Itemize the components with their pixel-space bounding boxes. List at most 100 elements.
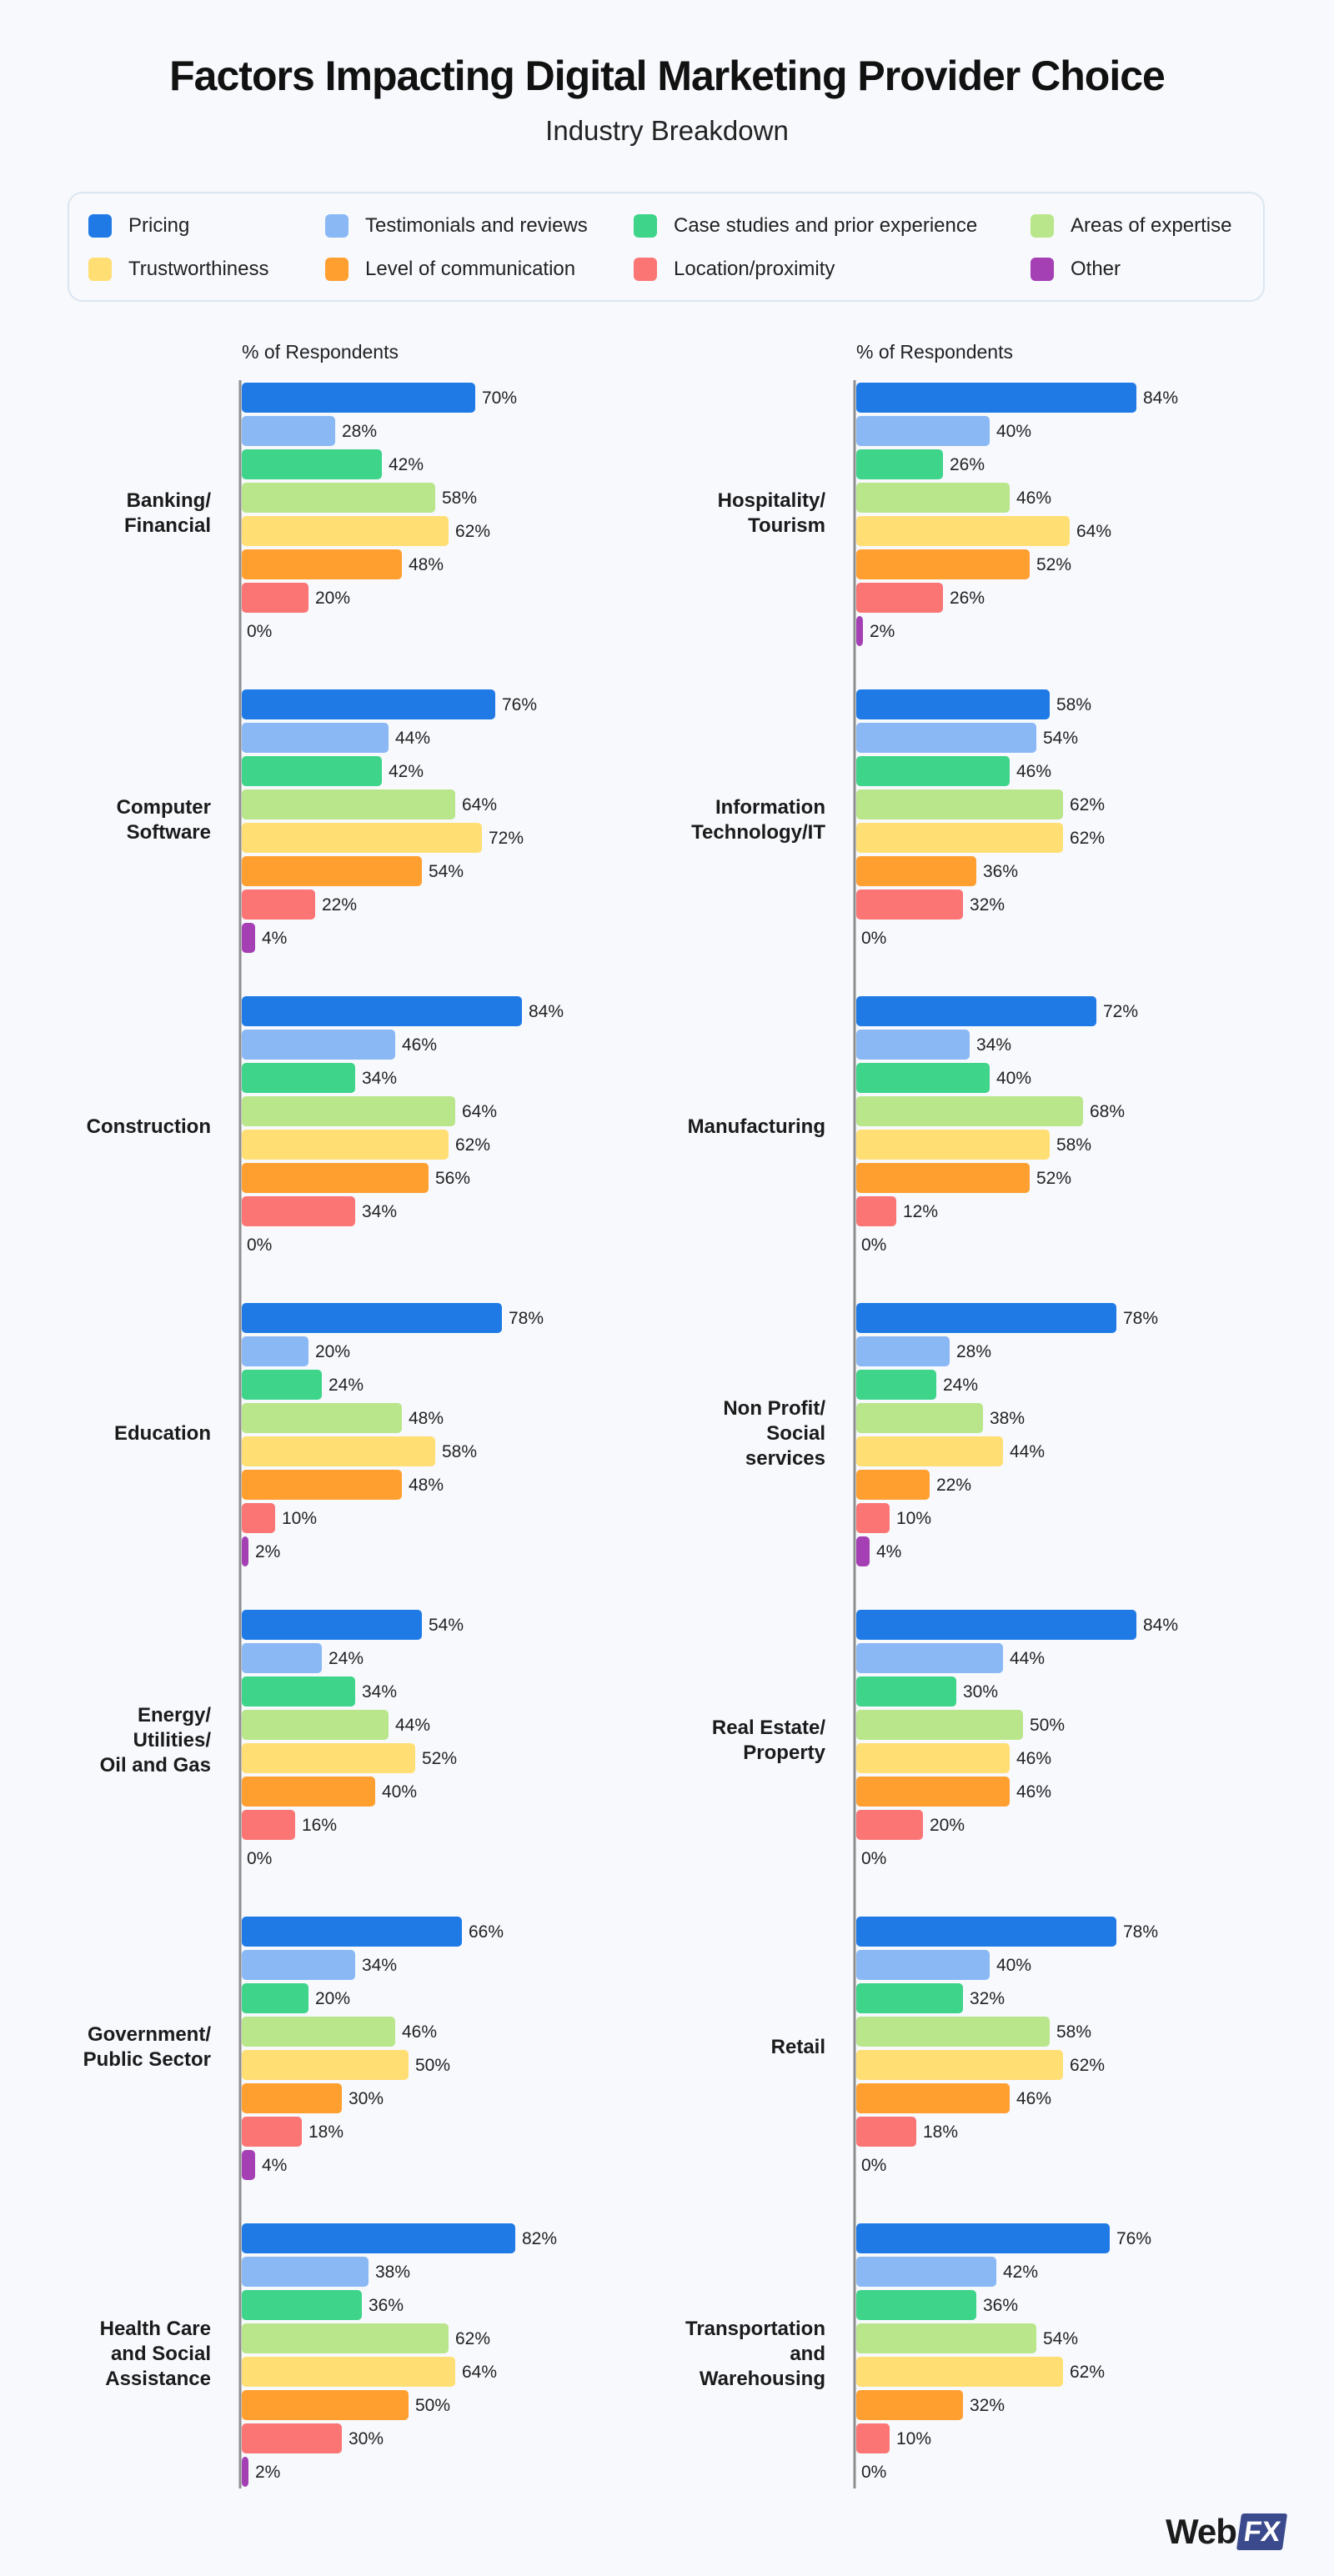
legend-swatch-case-studies [634,214,657,238]
left-value-label-6-5: 50% [415,2056,450,2075]
left-bar-4-7 [242,1503,275,1533]
right-bar-7-4 [856,2323,1036,2353]
right-bar-2-5 [856,823,1063,853]
right-bar-7-3 [856,2290,976,2320]
left-category-label-6: Government/Public Sector [83,2023,212,2071]
left-value-label-3-5: 62% [455,1135,490,1155]
left-bar-5-7 [242,1810,295,1840]
left-value-label-3-6: 56% [435,1169,470,1188]
left-bar-6-1 [242,1917,462,1947]
right-category-label-line: Tourism [748,514,825,537]
right-value-label-3-3: 40% [996,1069,1031,1088]
left-bar-3-2 [242,1030,395,1060]
right-value-label-1-7: 26% [950,589,985,608]
right-value-label-3-2: 34% [976,1035,1011,1055]
right-value-label-5-7: 20% [930,1816,965,1835]
left-bar-5-5 [242,1743,415,1773]
left-value-label-4-4: 48% [409,1409,444,1428]
legend-swatch-testimonials [325,214,349,238]
left-bar-5-1 [242,1610,422,1640]
right-value-label-3-4: 68% [1090,1102,1125,1121]
left-value-label-5-3: 34% [362,1682,397,1701]
right-value-label-1-3: 26% [950,455,985,474]
left-value-label-5-7: 16% [302,1816,337,1835]
right-category-label-line: Retail [771,2036,825,2058]
left-value-label-7-3: 36% [369,2296,404,2315]
left-bar-7-7 [242,2423,342,2453]
right-category-label-line: Non Profit/ [723,1397,825,1420]
right-bar-1-4 [856,483,1010,513]
left-bar-4-8 [242,1536,248,1566]
right-bar-7-5 [856,2357,1063,2387]
left-bar-2-6 [242,856,422,886]
right-bar-1-3 [856,449,943,479]
left-value-label-6-4: 46% [402,2022,437,2042]
logo-text-web: Web [1166,2512,1237,2551]
left-category-label-line: Government/ [88,2023,211,2046]
left-bar-4-1 [242,1303,502,1333]
left-category-label-line: Construction [87,1115,211,1138]
right-value-label-5-4: 50% [1030,1716,1065,1735]
right-value-label-6-8: 0% [861,2156,886,2175]
legend-swatch-other [1031,258,1054,281]
left-category-label-7: Health Care and Social Assistance [100,2318,211,2390]
legend-label-location: Location/proximity [674,258,835,280]
left-bar-4-5 [242,1436,435,1466]
left-bar-4-4 [242,1403,402,1433]
left-value-label-6-6: 30% [349,2089,384,2108]
right-value-label-1-2: 40% [996,422,1031,441]
logo-text-fx: FX [1236,2513,1288,2550]
chart-subtitle: Industry Breakdown [545,115,789,146]
right-bar-4-7 [856,1503,890,1533]
right-category-label-7: Transportation and Warehousing [685,2318,825,2390]
right-value-label-6-7: 18% [923,2122,958,2142]
right-value-label-4-2: 28% [956,1342,991,1361]
right-axis-title: % of Respondents [856,341,1013,363]
left-bar-2-8 [242,923,255,953]
right-value-label-4-8: 4% [876,1542,901,1561]
left-value-label-7-2: 38% [375,2263,410,2282]
right-value-label-7-2: 42% [1003,2263,1038,2282]
left-value-label-1-8: 0% [247,622,272,641]
right-bar-2-1 [856,689,1050,719]
left-bar-1-7 [242,583,308,613]
right-bar-5-3 [856,1676,956,1706]
left-axis-title: % of Respondents [242,341,399,363]
left-bar-6-7 [242,2117,302,2147]
left-category-label-line: Public Sector [83,2048,211,2071]
right-bar-7-6 [856,2390,963,2420]
left-value-label-6-1: 66% [469,1922,504,1942]
left-bar-7-1 [242,2223,515,2253]
right-category-label-4: Non Profit/Social services [723,1397,825,1470]
left-category-label-line: Banking/ [127,489,212,512]
legend-swatch-location [634,258,657,281]
left-value-label-5-1: 54% [429,1616,464,1635]
left-value-label-3-3: 34% [362,1069,397,1088]
left-category-label-line: Utilities/ [133,1729,212,1752]
right-category-label-line: Property [743,1742,825,1764]
left-category-label-line: Assistance [105,2368,211,2390]
left-bar-2-1 [242,689,495,719]
left-value-label-5-2: 24% [328,1649,364,1668]
right-category-label-5: Real Estate/Property [712,1716,826,1764]
left-value-label-6-7: 18% [308,2122,344,2142]
left-category-label-line: and Social [111,2343,211,2365]
left-value-label-7-4: 62% [455,2329,490,2348]
legend-swatch-communication [325,258,349,281]
left-value-label-1-2: 28% [342,422,377,441]
right-value-label-7-1: 76% [1116,2229,1151,2248]
right-value-label-5-6: 46% [1016,1782,1051,1802]
left-value-label-4-3: 24% [328,1376,364,1395]
left-value-label-2-3: 42% [389,762,424,781]
left-category-label-5: Energy/Utilities/Oil and Gas [100,1704,212,1777]
left-value-label-6-3: 20% [315,1989,350,2008]
right-bar-6-1 [856,1917,1116,1947]
right-bar-5-7 [856,1810,923,1840]
left-value-label-4-7: 10% [282,1509,317,1528]
right-bar-2-6 [856,856,976,886]
right-category-label-line: Information [715,796,825,819]
right-value-label-2-4: 62% [1070,795,1105,814]
left-value-label-3-8: 0% [247,1235,272,1255]
left-bar-3-7 [242,1196,355,1226]
